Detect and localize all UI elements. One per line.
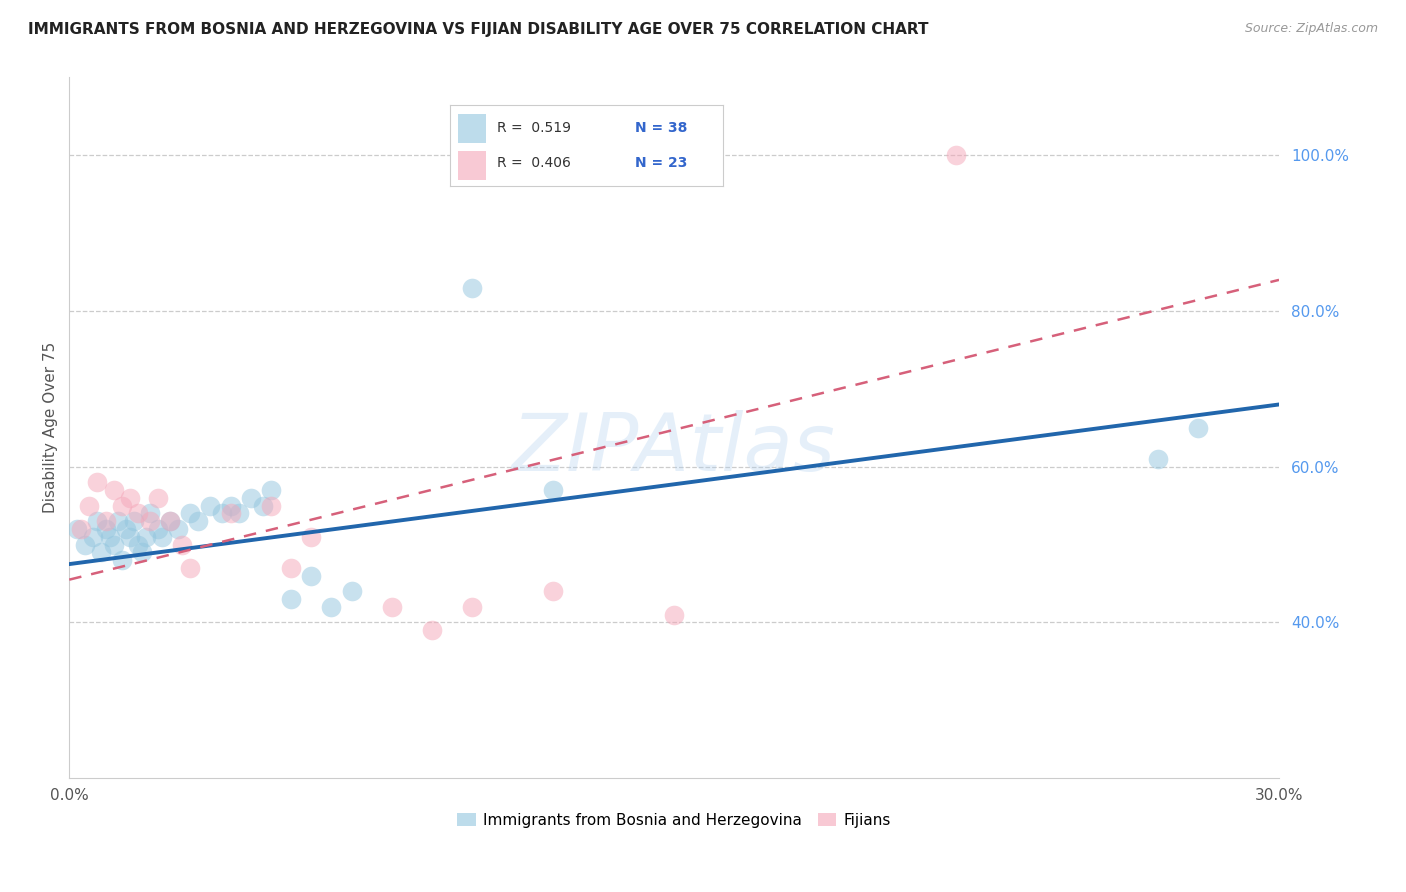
Point (200, 499, 222, 513)
Point (239, 491, 262, 505)
Point (127, 507, 149, 521)
Point (94, 522, 117, 536)
Point (146, 522, 169, 536)
Point (1147, 452, 1170, 467)
Point (75, 538, 97, 552)
Point (260, 483, 283, 497)
Point (66, 522, 89, 536)
Point (172, 538, 194, 552)
Point (228, 507, 250, 521)
Point (211, 507, 233, 521)
Point (94, 514, 117, 528)
Point (381, 599, 404, 614)
Point (111, 553, 134, 567)
Text: IMMIGRANTS FROM BOSNIA AND HERZEGOVINA VS FIJIAN DISABILITY AGE OVER 75 CORRELAT: IMMIGRANTS FROM BOSNIA AND HERZEGOVINA V… (28, 22, 928, 37)
Point (118, 530, 141, 544)
Text: Source: ZipAtlas.com: Source: ZipAtlas.com (1244, 22, 1378, 36)
Point (662, 607, 685, 622)
Point (139, 514, 162, 528)
Point (86, 475, 108, 490)
Point (103, 483, 125, 497)
Point (187, 514, 209, 528)
Point (146, 491, 169, 505)
Point (340, 584, 363, 599)
Point (280, 561, 302, 575)
Point (139, 507, 162, 521)
Point (461, 281, 484, 295)
Point (118, 491, 141, 505)
Point (219, 499, 242, 513)
Point (321, 599, 343, 614)
Point (299, 568, 322, 582)
Point (541, 483, 564, 497)
Point (86, 514, 108, 528)
Point (159, 514, 181, 528)
Point (103, 538, 125, 552)
Point (299, 530, 322, 544)
Point (131, 545, 153, 559)
Point (135, 530, 157, 544)
Point (82, 530, 104, 544)
Point (252, 499, 274, 513)
Point (541, 584, 564, 599)
Legend: Immigrants from Bosnia and Herzegovina, Fijians: Immigrants from Bosnia and Herzegovina, … (451, 806, 897, 834)
Point (179, 561, 201, 575)
Point (167, 522, 190, 536)
Point (70, 522, 93, 536)
Point (420, 624, 443, 638)
Point (945, 148, 967, 162)
Point (280, 592, 302, 607)
Point (1187, 421, 1209, 435)
Y-axis label: Disability Age Over 75: Disability Age Over 75 (44, 343, 58, 514)
Point (150, 530, 173, 544)
Point (79, 499, 101, 513)
Point (179, 507, 201, 521)
Point (114, 522, 136, 536)
Point (219, 507, 242, 521)
Point (461, 599, 484, 614)
Point (127, 538, 149, 552)
Point (260, 499, 283, 513)
Point (90, 545, 112, 559)
Text: ZIPAtlas: ZIPAtlas (512, 409, 837, 488)
Point (122, 514, 145, 528)
Point (107, 514, 129, 528)
Point (111, 499, 134, 513)
Point (98, 530, 121, 544)
Point (159, 514, 181, 528)
